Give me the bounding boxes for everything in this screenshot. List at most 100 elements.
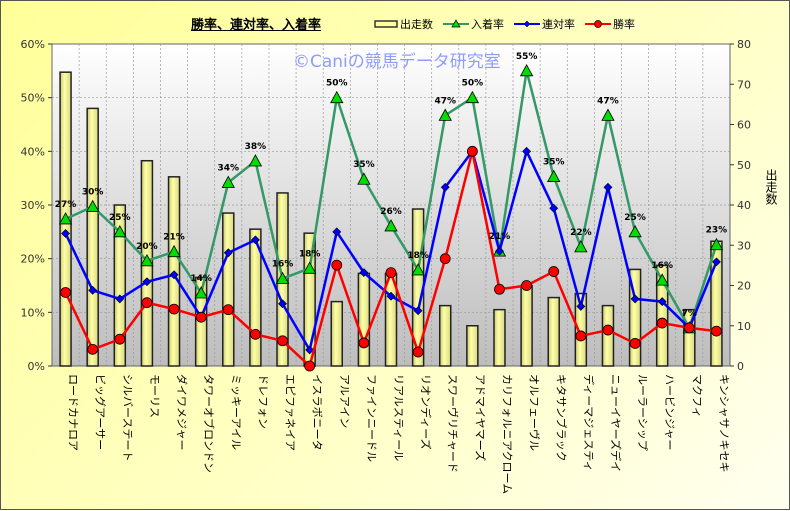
- marker-top2-rate: [603, 182, 613, 192]
- bar-starts: [466, 325, 479, 367]
- chart-title: 勝率、連対率、入着率: [191, 18, 322, 33]
- legend-bar-swatch: [374, 20, 398, 28]
- marker-top2-rate: [630, 294, 640, 304]
- marker-placing-rate: [357, 172, 371, 185]
- bar-starts: [547, 296, 560, 367]
- marker-placing-rate: [113, 224, 127, 238]
- bar-starts: [222, 212, 235, 367]
- data-label-placing-rate: 50%: [326, 79, 348, 89]
- marker-win-rate: [656, 317, 668, 329]
- marker-placing-rate: [384, 219, 398, 232]
- marker-placing-rate: [411, 263, 425, 276]
- data-label-placing-rate: 16%: [272, 260, 294, 270]
- marker-placing-rate: [58, 212, 73, 225]
- x-tick-label: マクフィ: [690, 374, 703, 418]
- bar-starts: [438, 304, 452, 367]
- marker-top2-rate: [576, 302, 586, 311]
- marker-placing-rate: [628, 224, 642, 238]
- legend-circle-swatch: [585, 20, 611, 28]
- marker-win-rate: [629, 338, 641, 349]
- right-tick-label: 0: [737, 360, 744, 373]
- bar-starts: [330, 300, 344, 367]
- right-tick-label: 70: [737, 78, 751, 91]
- x-tick-label: ビッグアーサー: [94, 374, 108, 450]
- x-tick-label: リオンディーズ: [419, 374, 433, 450]
- marker-placing-rate: [655, 273, 669, 286]
- marker-placing-rate: [167, 244, 181, 258]
- data-label-placing-rate: 30%: [82, 188, 104, 198]
- data-label-placing-rate: 26%: [380, 207, 402, 217]
- watermark: ©Caniの競馬データ研究室: [293, 52, 501, 72]
- data-label-placing-rate: 20%: [136, 242, 158, 252]
- data-label-placing-rate: 25%: [624, 213, 646, 223]
- marker-win-rate: [331, 259, 343, 271]
- marker-win-rate: [439, 253, 451, 265]
- marker-top2-rate: [359, 268, 369, 278]
- legend-diamond-swatch: [514, 20, 540, 28]
- left-tick-label: 30%: [21, 199, 45, 212]
- legend-label: 出走数: [400, 18, 433, 31]
- data-label-placing-rate: 22%: [570, 228, 592, 238]
- left-tick-label: 20%: [21, 253, 45, 266]
- marker-placing-rate: [194, 286, 208, 299]
- left-tick-label: 10%: [21, 306, 45, 319]
- data-label-placing-rate: 38%: [245, 142, 267, 152]
- marker-top2-rate: [549, 203, 559, 213]
- data-label-placing-rate: 50%: [462, 79, 484, 89]
- left-tick-label: 40%: [21, 145, 45, 158]
- marker-win-rate: [195, 311, 207, 323]
- marker-top2-rate: [332, 227, 342, 237]
- legend-item-placing-rate: 入着率: [443, 16, 504, 32]
- marker-top2-rate: [223, 248, 233, 258]
- x-tick-label: ルーラーシップ: [636, 374, 649, 451]
- marker-placing-rate: [709, 237, 724, 251]
- data-label-placing-rate: 34%: [218, 163, 240, 173]
- x-tick-label: キタサンブラック: [555, 374, 569, 462]
- right-axis-title: 出走数: [764, 169, 778, 205]
- left-tick-label: 0%: [28, 360, 45, 373]
- marker-top2-rate: [61, 229, 70, 238]
- marker-win-rate: [222, 304, 234, 316]
- data-label-placing-rate: 23%: [706, 226, 728, 236]
- marker-top2-rate: [413, 306, 423, 316]
- legend-item-win-rate: 勝率: [585, 16, 635, 32]
- x-tick-label: ファインニードル: [365, 374, 378, 462]
- legend-triangle-swatch: [443, 19, 469, 28]
- marker-top2-rate: [278, 299, 287, 309]
- marker-win-rate: [114, 333, 126, 345]
- data-label-placing-rate: 27%: [55, 200, 77, 210]
- marker-placing-rate: [547, 169, 561, 182]
- marker-top2-rate: [142, 277, 152, 287]
- data-label-placing-rate: 14%: [190, 274, 212, 284]
- marker-win-rate: [466, 145, 478, 157]
- marker-top2-rate: [657, 297, 667, 307]
- x-tick-label: エピファネイア: [284, 374, 297, 451]
- marker-top2-rate: [115, 294, 125, 304]
- right-tick-label: 20: [737, 280, 751, 293]
- marker-top2-rate: [522, 146, 532, 156]
- marker-placing-rate: [330, 90, 344, 104]
- legend: 出走数 入着率 連対率 勝率: [374, 16, 635, 32]
- x-tick-label: カリフォルニアクローム: [500, 374, 513, 494]
- right-tick-label: 10: [737, 320, 751, 333]
- bar-starts: [628, 268, 642, 367]
- marker-win-rate: [711, 325, 722, 337]
- bar-starts: [683, 308, 696, 367]
- marker-top2-rate: [386, 291, 396, 301]
- marker-win-rate: [521, 280, 532, 291]
- data-label-placing-rate: 21%: [163, 233, 185, 243]
- right-tick-label: 30: [737, 239, 751, 252]
- marker-win-rate: [141, 297, 153, 309]
- bar-starts: [493, 308, 506, 367]
- legend-item-starts: 出走数: [374, 16, 433, 32]
- marker-placing-rate: [140, 253, 154, 267]
- marker-placing-rate: [221, 175, 235, 188]
- bar-starts: [357, 272, 371, 367]
- data-label-placing-rate: 16%: [651, 261, 673, 271]
- marker-win-rate: [277, 335, 288, 347]
- marker-placing-rate: [302, 261, 317, 274]
- marker-placing-rate: [465, 90, 480, 104]
- bar-starts: [574, 292, 588, 367]
- marker-win-rate: [249, 328, 261, 340]
- data-label-placing-rate: 25%: [109, 213, 131, 223]
